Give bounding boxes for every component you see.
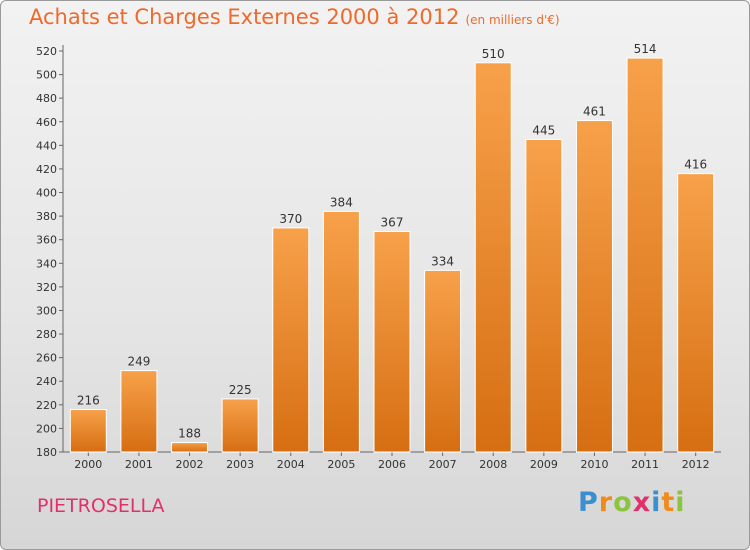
chart-title: Achats et Charges Externes 2000 à 2012 (e… xyxy=(29,5,560,29)
logo-letter: x xyxy=(632,487,652,518)
y-tick-label: 340 xyxy=(36,257,57,270)
x-tick-label: 2011 xyxy=(631,458,659,471)
bar xyxy=(626,57,664,453)
logo-letter: t xyxy=(661,487,676,518)
x-tick-label: 2010 xyxy=(580,458,608,471)
bar xyxy=(373,230,411,453)
bar-value-label: 225 xyxy=(229,383,252,397)
y-tick-label: 440 xyxy=(36,139,57,152)
y-tick-label: 320 xyxy=(36,281,57,294)
x-tick-label: 2002 xyxy=(176,458,204,471)
bar xyxy=(474,62,512,453)
y-tick-label: 520 xyxy=(36,45,57,58)
bar-value-label: 370 xyxy=(279,212,302,226)
y-tick-label: 360 xyxy=(36,234,57,247)
x-tick-label: 2000 xyxy=(74,458,102,471)
logo-letter: o xyxy=(613,487,633,518)
x-tick-label: 2006 xyxy=(378,458,406,471)
x-tick-label: 2004 xyxy=(277,458,305,471)
y-tick-label: 300 xyxy=(36,304,57,317)
y-tick-label: 420 xyxy=(36,163,57,176)
title-text: Achats et Charges Externes 2000 à 2012 xyxy=(29,5,460,29)
bar-value-label: 514 xyxy=(634,42,657,56)
bar xyxy=(69,409,107,453)
x-tick-label: 2001 xyxy=(125,458,153,471)
x-tick-label: 2009 xyxy=(530,458,558,471)
y-tick-label: 400 xyxy=(36,187,57,200)
y-tick-label: 280 xyxy=(36,328,57,341)
x-tick-label: 2005 xyxy=(327,458,355,471)
bar-value-label: 384 xyxy=(330,195,353,209)
proxiti-logo: Proxiti xyxy=(578,487,686,518)
x-tick-label: 2007 xyxy=(429,458,457,471)
x-tick-label: 2012 xyxy=(682,458,710,471)
y-tick-label: 240 xyxy=(36,375,57,388)
bar-value-label: 416 xyxy=(684,158,707,172)
y-tick-label: 220 xyxy=(36,399,57,412)
bar-value-label: 367 xyxy=(381,215,404,229)
x-tick-label: 2003 xyxy=(226,458,254,471)
bar xyxy=(120,370,158,453)
bar xyxy=(424,269,462,453)
commune-name: PIETROSELLA xyxy=(37,495,165,517)
bar-value-label: 249 xyxy=(127,355,150,369)
bar-value-label: 334 xyxy=(431,254,454,268)
bar xyxy=(171,442,209,453)
logo-letter: P xyxy=(578,487,599,518)
y-tick-label: 500 xyxy=(36,69,57,82)
y-tick-label: 260 xyxy=(36,352,57,365)
bar-value-label: 188 xyxy=(178,427,201,441)
logo-letter: i xyxy=(651,487,662,518)
y-tick-label: 480 xyxy=(36,92,57,105)
y-tick-label: 380 xyxy=(36,210,57,223)
y-tick-label: 460 xyxy=(36,116,57,129)
bar xyxy=(525,138,563,453)
title-unit: (en milliers d'€) xyxy=(465,13,560,27)
bar xyxy=(272,227,310,453)
bar-value-label: 510 xyxy=(482,47,505,61)
y-tick-label: 180 xyxy=(36,446,57,459)
x-tick-label: 2008 xyxy=(479,458,507,471)
bar xyxy=(677,173,715,453)
logo-letter: r xyxy=(598,487,614,518)
bar-value-label: 216 xyxy=(77,394,100,408)
logo-letter: i xyxy=(675,487,686,518)
y-tick-label: 200 xyxy=(36,422,57,435)
bar xyxy=(322,210,360,453)
bar-value-label: 461 xyxy=(583,105,606,119)
bar xyxy=(575,120,613,453)
bar xyxy=(221,398,259,453)
bar-value-label: 445 xyxy=(532,123,555,137)
